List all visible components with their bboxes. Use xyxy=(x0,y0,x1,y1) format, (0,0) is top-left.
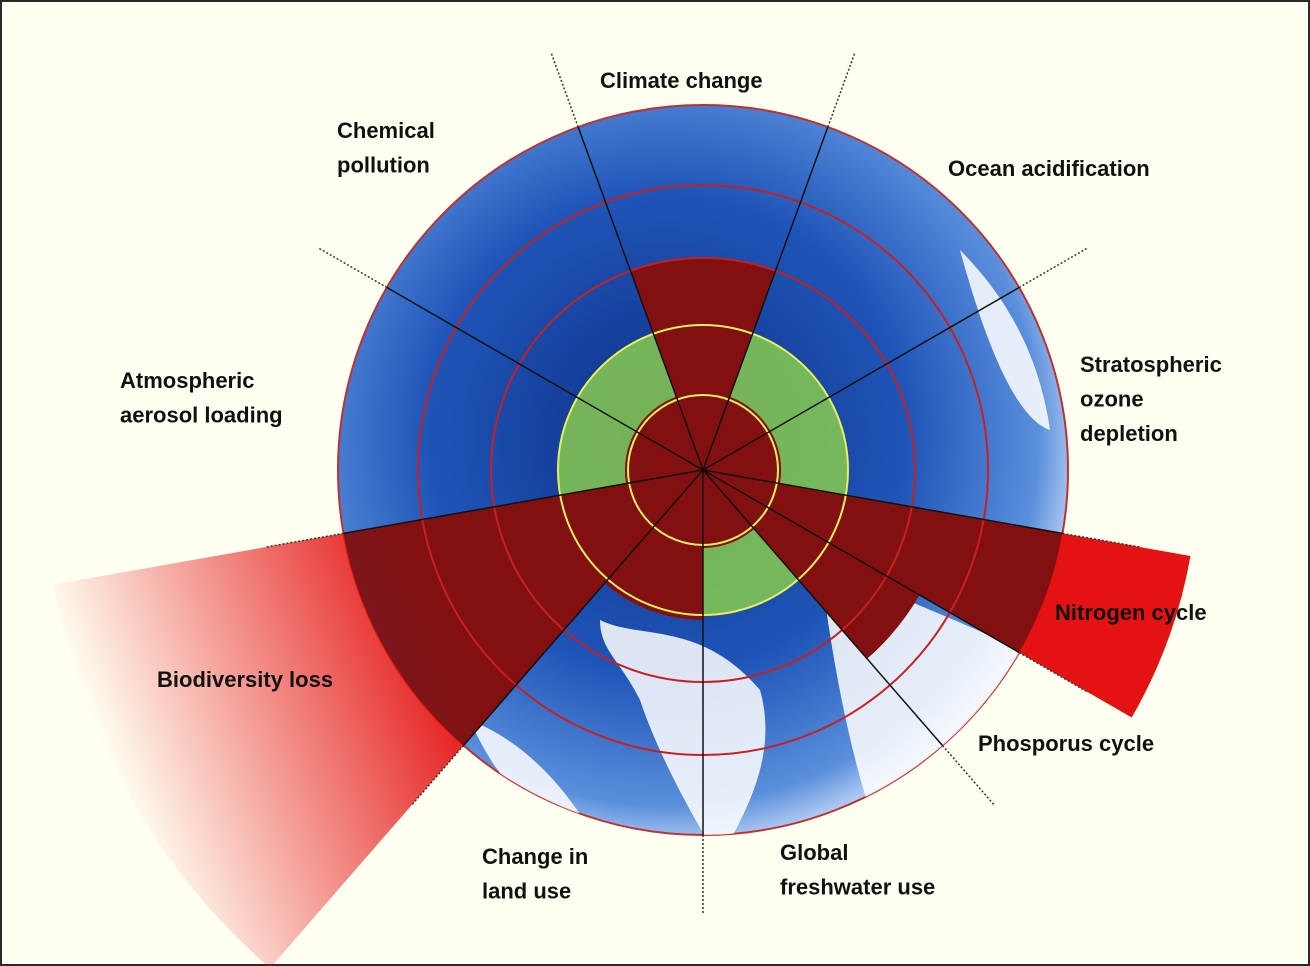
label-line: depletion xyxy=(1080,421,1178,446)
wedge-inner-shade xyxy=(703,470,1063,653)
divider xyxy=(343,469,704,535)
wedge-inner xyxy=(630,257,776,470)
wedge-inner xyxy=(604,470,703,620)
label-line: Nitrogen cycle xyxy=(1055,600,1207,625)
label-line: Chemical xyxy=(337,118,435,143)
label-line: ozone xyxy=(1080,387,1144,412)
sector-label: Climate change xyxy=(600,68,763,93)
divider xyxy=(702,286,1020,471)
divider-dotted xyxy=(410,744,465,807)
label-line: Biodiversity loss xyxy=(157,667,333,692)
divider xyxy=(702,126,829,471)
divider-dotted xyxy=(1018,246,1089,289)
wedge-inner-shade xyxy=(630,257,776,470)
land-shape xyxy=(470,720,590,830)
divider-dotted xyxy=(941,744,996,807)
divider xyxy=(577,126,704,471)
sector-label: Nitrogen cycle xyxy=(1055,600,1207,625)
label-line: aerosol loading xyxy=(120,403,283,428)
divider-dotted xyxy=(264,532,344,549)
sector-label: Biodiversity loss xyxy=(157,667,333,692)
labels: Climate change Chemical pollution Ocean aci… xyxy=(120,68,1222,904)
wedge-inner xyxy=(343,470,703,746)
label-line: land use xyxy=(482,879,571,904)
divider xyxy=(702,469,1063,535)
sector-label: Ocean acidification xyxy=(948,156,1150,181)
sector-label: Change in land use xyxy=(482,844,588,904)
label-line: Stratospheric xyxy=(1080,352,1222,377)
wedge-inner xyxy=(703,470,755,548)
wedge-inner xyxy=(703,431,781,484)
divider xyxy=(386,286,704,471)
divider-dotted xyxy=(1062,532,1142,549)
sector-label: Chemical pollution xyxy=(337,118,435,178)
label-line: freshwater use xyxy=(780,875,935,900)
sector-label: Global freshwater use xyxy=(780,840,935,900)
divider xyxy=(462,469,704,746)
sector-label: Atmospheric aerosol loading xyxy=(120,368,283,428)
divider xyxy=(702,469,944,746)
wedge-inner xyxy=(703,470,1063,653)
divider-dotted xyxy=(550,51,579,128)
wedge-inner-shade xyxy=(625,431,703,484)
divider xyxy=(702,469,1020,654)
wedge-inner-shade xyxy=(604,470,703,620)
land-shape xyxy=(960,250,1050,430)
label-line: pollution xyxy=(337,153,430,178)
label-line: Change in xyxy=(482,844,588,869)
label-line: Climate change xyxy=(600,68,763,93)
sector-label: Phosporus cycle xyxy=(978,731,1154,756)
wedge-inner-shade xyxy=(703,470,755,548)
sector-label: Stratospheric ozone depletion xyxy=(1080,352,1222,446)
label-line: Phosporus cycle xyxy=(978,731,1154,756)
divider-dotted xyxy=(1018,651,1089,694)
artwork xyxy=(53,51,1191,966)
wedge-inner-shade xyxy=(703,431,781,484)
divider-dotted xyxy=(317,246,388,289)
wedge-inner xyxy=(625,431,703,484)
label-line: Global xyxy=(780,840,848,865)
label-line: Ocean acidification xyxy=(948,156,1150,181)
label-line: Atmospheric xyxy=(120,368,254,393)
wedge-inner-shade xyxy=(703,470,920,659)
divider-dotted xyxy=(827,51,856,128)
wedge-inner-shade xyxy=(343,470,703,746)
wedge-inner xyxy=(703,470,920,659)
